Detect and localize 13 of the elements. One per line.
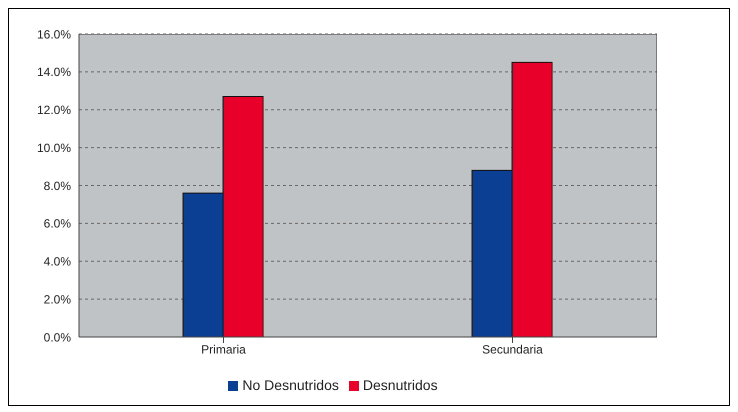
y-tick-label: 12.0% [36,103,72,118]
y-tick-label: 6.0% [44,216,72,231]
y-tick-label: 2.0% [44,292,72,306]
y-tick-label: 14.0% [36,65,72,80]
y-tick-label: 10.0% [36,140,72,155]
y-tick-label: 16.0% [36,27,72,42]
x-tick-label: Primaria [201,342,246,357]
y-tick-label: 8.0% [44,178,72,193]
x-tick-label: Secundaria [482,342,544,357]
legend-label: No Desnutridos [242,377,339,393]
y-tick-label: 4.0% [44,254,72,269]
legend-label: Desnutridos [362,377,438,393]
y-tick-label: 0.0% [44,330,72,344]
